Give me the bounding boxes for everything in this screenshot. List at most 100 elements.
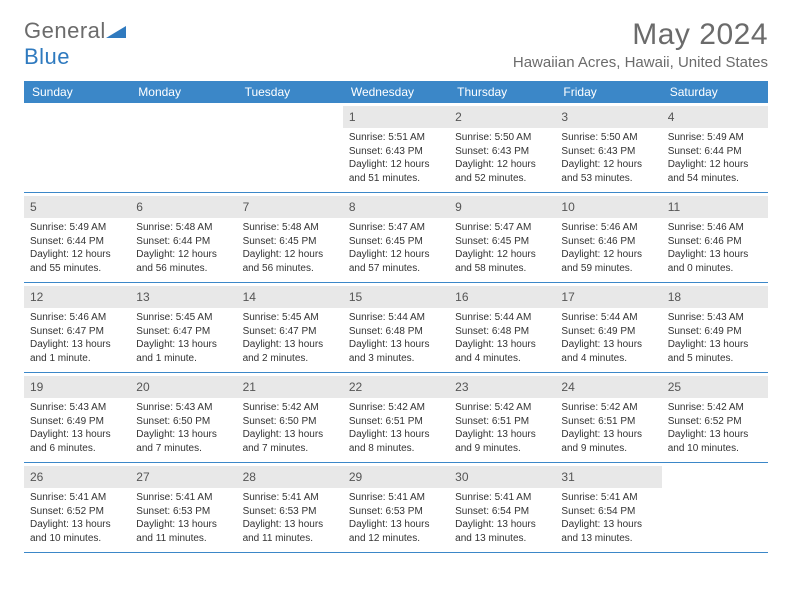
day-number: 12	[30, 290, 43, 304]
day-info: Sunrise: 5:45 AMSunset: 6:47 PMDaylight:…	[136, 311, 230, 365]
day-info-line: Sunset: 6:52 PM	[30, 505, 124, 519]
day-info: Sunrise: 5:44 AMSunset: 6:49 PMDaylight:…	[561, 311, 655, 365]
day-info-line: Sunrise: 5:45 AM	[136, 311, 230, 325]
day-info-line: and 12 minutes.	[349, 532, 443, 546]
day-info-line: Sunset: 6:54 PM	[561, 505, 655, 519]
day-info: Sunrise: 5:42 AMSunset: 6:51 PMDaylight:…	[455, 401, 549, 455]
day-cell: 3Sunrise: 5:50 AMSunset: 6:43 PMDaylight…	[555, 103, 661, 192]
day-info-line: and 0 minutes.	[668, 262, 762, 276]
day-cell: 23 Sunrise: 5:42 AMSunset: 6:51 PMDayligh…	[449, 373, 555, 462]
day-number-row: 20	[130, 376, 236, 398]
day-number-row: 17	[555, 286, 661, 308]
month-title: May 2024	[513, 18, 768, 52]
day-number-row: 30	[449, 466, 555, 488]
day-info-line: Daylight: 13 hours	[561, 428, 655, 442]
day-info-line: Sunrise: 5:43 AM	[136, 401, 230, 415]
day-info: Sunrise: 5:41 AMSunset: 6:52 PMDaylight:…	[30, 491, 124, 545]
day-number-row: 14	[237, 286, 343, 308]
day-cell: 22Sunrise: 5:42 AMSunset: 6:51 PMDayligh…	[343, 373, 449, 462]
day-info-line: Sunrise: 5:42 AM	[455, 401, 549, 415]
day-number: 13	[136, 290, 149, 304]
day-number-row: 4	[662, 106, 768, 128]
day-info: Sunrise: 5:48 AMSunset: 6:45 PMDaylight:…	[243, 221, 337, 275]
weekday-header: Wednesday	[343, 81, 449, 103]
day-info-line: Sunrise: 5:42 AM	[561, 401, 655, 415]
day-info-line: Sunset: 6:44 PM	[30, 235, 124, 249]
day-info-line: Daylight: 12 hours	[349, 158, 443, 172]
day-number: 4	[668, 110, 675, 124]
day-cell	[130, 103, 236, 192]
weekday-header: Saturday	[662, 81, 768, 103]
day-number: 14	[243, 290, 256, 304]
day-info-line: Sunrise: 5:41 AM	[349, 491, 443, 505]
day-info-line: Daylight: 12 hours	[349, 248, 443, 262]
day-cell: 25Sunrise: 5:42 AMSunset: 6:52 PMDayligh…	[662, 373, 768, 462]
day-info-line: Sunrise: 5:43 AM	[30, 401, 124, 415]
day-cell: 27Sunrise: 5:41 AMSunset: 6:53 PMDayligh…	[130, 463, 236, 552]
day-info-line: Daylight: 13 hours	[349, 518, 443, 532]
day-cell: 6Sunrise: 5:48 AMSunset: 6:44 PMDaylight…	[130, 193, 236, 282]
day-info-line: Sunrise: 5:47 AM	[455, 221, 549, 235]
day-info-line: Daylight: 12 hours	[243, 248, 337, 262]
day-cell: 4 Sunrise: 5:49 AMSunset: 6:44 PMDaylight…	[662, 103, 768, 192]
day-info-line: and 11 minutes.	[243, 532, 337, 546]
day-info-line: Sunset: 6:47 PM	[243, 325, 337, 339]
day-info-line: Sunset: 6:51 PM	[455, 415, 549, 429]
day-number: 17	[561, 290, 574, 304]
day-info-line: Sunrise: 5:46 AM	[30, 311, 124, 325]
day-number-row: 15	[343, 286, 449, 308]
week-row: 1Sunrise: 5:51 AMSunset: 6:43 PMDaylight…	[24, 103, 768, 193]
day-info-line: and 7 minutes.	[243, 442, 337, 456]
day-info-line: Daylight: 12 hours	[561, 158, 655, 172]
day-info-line: Daylight: 12 hours	[668, 158, 762, 172]
day-info-line: Daylight: 13 hours	[136, 338, 230, 352]
day-cell: 13 Sunrise: 5:45 AMSunset: 6:47 PMDayligh…	[130, 283, 236, 372]
day-info-line: Sunset: 6:49 PM	[668, 325, 762, 339]
day-info-line: and 57 minutes.	[349, 262, 443, 276]
day-info-line: and 7 minutes.	[136, 442, 230, 456]
day-info-line: Daylight: 13 hours	[136, 518, 230, 532]
day-info-line: Sunrise: 5:49 AM	[30, 221, 124, 235]
day-info-line: Daylight: 13 hours	[668, 428, 762, 442]
day-info: Sunrise: 5:45 AMSunset: 6:47 PMDaylight:…	[243, 311, 337, 365]
day-info-line: and 3 minutes.	[349, 352, 443, 366]
day-info: Sunrise: 5:46 AMSunset: 6:46 PMDaylight:…	[668, 221, 762, 275]
day-info-line: Daylight: 12 hours	[136, 248, 230, 262]
day-info-line: Sunset: 6:44 PM	[668, 145, 762, 159]
day-number-row: 6	[130, 196, 236, 218]
day-number-row: 7	[237, 196, 343, 218]
day-info-line: Sunrise: 5:42 AM	[668, 401, 762, 415]
day-info-line: and 4 minutes.	[561, 352, 655, 366]
day-info-line: Sunrise: 5:41 AM	[455, 491, 549, 505]
day-cell: 2Sunrise: 5:50 AMSunset: 6:43 PMDaylight…	[449, 103, 555, 192]
day-number-row: 31	[555, 466, 661, 488]
location-text: Hawaiian Acres, Hawaii, United States	[513, 54, 768, 71]
day-info-line: Sunrise: 5:49 AM	[668, 131, 762, 145]
day-info-line: and 2 minutes.	[243, 352, 337, 366]
day-number: 8	[349, 200, 356, 214]
day-number: 6	[136, 200, 143, 214]
day-info-line: Daylight: 12 hours	[30, 248, 124, 262]
day-number: 7	[243, 200, 250, 214]
day-number-row: 21	[237, 376, 343, 398]
day-info: Sunrise: 5:43 AMSunset: 6:50 PMDaylight:…	[136, 401, 230, 455]
day-number: 25	[668, 380, 681, 394]
day-cell: 26Sunrise: 5:41 AMSunset: 6:52 PMDayligh…	[24, 463, 130, 552]
day-info: Sunrise: 5:43 AMSunset: 6:49 PMDaylight:…	[668, 311, 762, 365]
day-info-line: and 9 minutes.	[561, 442, 655, 456]
day-info: Sunrise: 5:46 AMSunset: 6:47 PMDaylight:…	[30, 311, 124, 365]
day-info-line: Sunrise: 5:44 AM	[561, 311, 655, 325]
day-cell: 31Sunrise: 5:41 AMSunset: 6:54 PMDayligh…	[555, 463, 661, 552]
day-info: Sunrise: 5:41 AMSunset: 6:54 PMDaylight:…	[455, 491, 549, 545]
day-info: Sunrise: 5:41 AMSunset: 6:53 PMDaylight:…	[243, 491, 337, 545]
weekday-header: Friday	[555, 81, 661, 103]
day-info-line: Sunset: 6:47 PM	[136, 325, 230, 339]
day-number: 19	[30, 380, 43, 394]
day-info-line: and 9 minutes.	[455, 442, 549, 456]
day-info-line: Sunset: 6:53 PM	[136, 505, 230, 519]
day-number-row: 23	[449, 376, 555, 398]
day-cell: 15Sunrise: 5:44 AMSunset: 6:48 PMDayligh…	[343, 283, 449, 372]
day-info-line: and 56 minutes.	[243, 262, 337, 276]
day-info-line: Sunrise: 5:43 AM	[668, 311, 762, 325]
day-info-line: Sunset: 6:50 PM	[243, 415, 337, 429]
